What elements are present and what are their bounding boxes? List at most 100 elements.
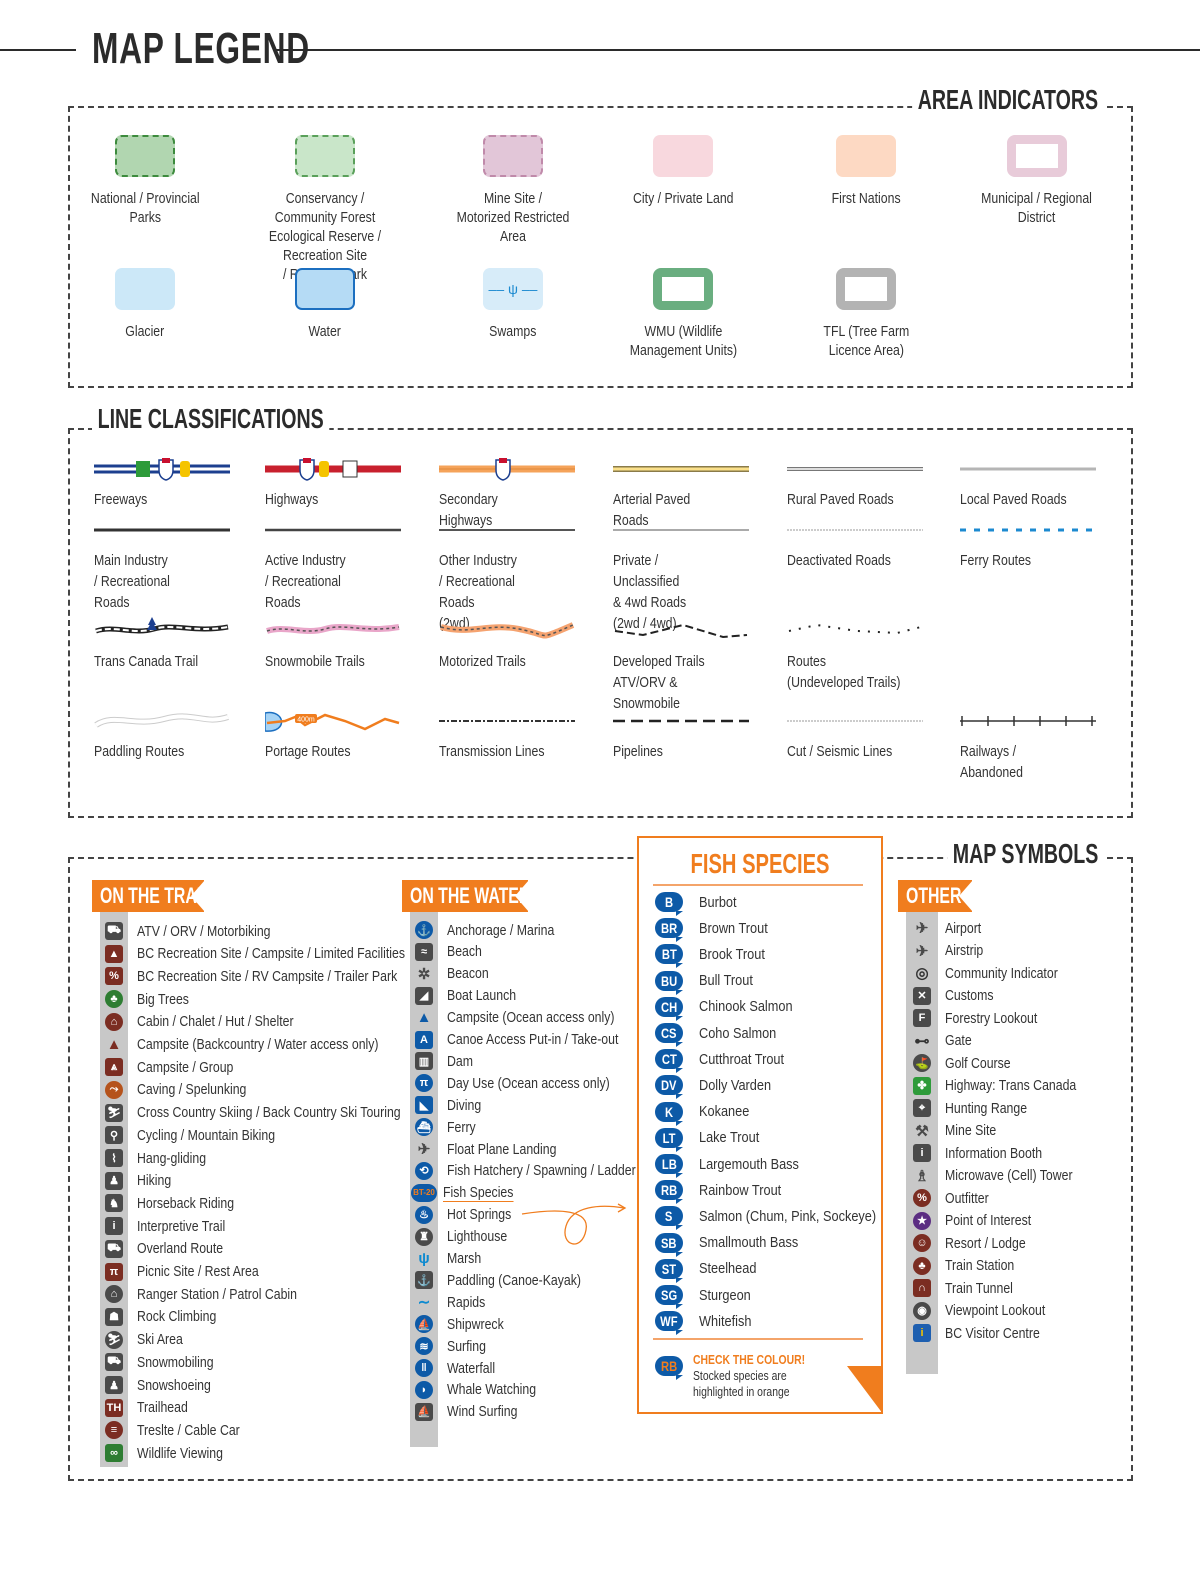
symbol-row: ⛷ Cross Country Skiing / Back Country Ski…	[105, 1102, 459, 1124]
area-swatch	[295, 135, 355, 177]
symbol-row: i BC Visitor Centre	[913, 1322, 1061, 1344]
symbol-row: ♟ Snowshoeing	[105, 1374, 227, 1396]
line-item: Rural Paved Roads	[787, 455, 927, 510]
area-indicators-box	[68, 106, 1133, 388]
symbol-label: Caving / Spelunking	[137, 1081, 247, 1099]
tower-icon: ♗	[915, 1167, 929, 1185]
symbol-row: ☺ Resort / Lodge	[913, 1232, 1043, 1254]
rapids-icon: ∼	[417, 1294, 431, 1312]
dam-icon: ▥	[415, 1052, 433, 1071]
fish-name: Rainbow Trout	[699, 1181, 782, 1199]
symbol-row: ≋ Surfing	[415, 1335, 495, 1357]
mine-icon: ⚒	[915, 1122, 929, 1140]
symbol-row: % Outfitter	[913, 1187, 998, 1209]
line-sample-other	[439, 529, 575, 531]
symbol-label: Viewpoint Lookout	[945, 1302, 1046, 1319]
line-sample-local	[960, 467, 1096, 471]
symbol-label: Picnic Site / Rest Area	[137, 1263, 259, 1280]
area-swatch	[483, 135, 543, 177]
area-label: WMU (Wildlife Management Units)	[629, 323, 737, 359]
symbol-row: ∼ Rapids	[415, 1291, 494, 1313]
fish-row: CS Coho Salmon	[655, 1021, 790, 1047]
line-item: Developed Trails ATV/ORV & Snowmobile	[613, 617, 753, 714]
symbol-label: Cycling / Mountain Biking	[137, 1126, 276, 1144]
community-icon: ◎	[915, 965, 929, 982]
snowshoe-icon: ♟	[105, 1376, 123, 1394]
fish-row: K Kokanee	[655, 1100, 758, 1126]
group-campsite-icon: ⩓	[105, 1058, 123, 1077]
symbol-label: Marsh	[447, 1250, 482, 1267]
area-item: ‒‒ ψ ‒‒ Swamps	[428, 268, 598, 341]
lighthouse-icon: ♜	[415, 1227, 433, 1246]
symbol-row: ▲ BC Recreation Site / Campsite / Limited…	[105, 943, 464, 965]
map-symbols-heading: MAP SYMBOLS	[947, 838, 1104, 870]
symbol-row: ☗ Rock Climbing	[105, 1306, 234, 1328]
symbol-label: ATV / ORV / Motorbiking	[137, 922, 271, 940]
tunnel-icon: ∩	[913, 1279, 931, 1297]
area-item: Conservancy / Community Forest Ecologica…	[240, 135, 410, 284]
fish-name: Bull Trout	[699, 972, 753, 990]
symbol-label: Train Tunnel	[945, 1279, 1013, 1297]
line-item: Motorized Trails	[439, 617, 579, 672]
fish-row: S Salmon (Chum, Pink, Sockeye)	[655, 1204, 907, 1231]
symbol-label: Whale Watching	[447, 1381, 537, 1399]
train-station-icon: ♣	[913, 1256, 931, 1275]
line-item: Deactivated Roads	[787, 516, 927, 571]
fish-row: SG Sturgeon	[655, 1283, 760, 1309]
symbol-row: F Forestry Lookout	[913, 1007, 1058, 1029]
divider	[653, 1338, 863, 1340]
fish-code-bubble-icon: WF	[655, 1311, 683, 1336]
line-sample-rural	[787, 467, 923, 471]
symbol-row: ♣ Train Station	[913, 1255, 1030, 1277]
line-item: Trans Canada Trail	[94, 617, 234, 672]
line-item: Cut / Seismic Lines	[787, 707, 927, 762]
symbol-label: Dam	[447, 1052, 473, 1070]
fish-species-icon: BT-20	[411, 1183, 437, 1202]
line-sample-main	[94, 528, 230, 532]
symbol-row: ≡ Treslte / Cable Car	[105, 1419, 262, 1441]
fish-code: BR	[660, 920, 678, 937]
hot-springs-icon: ♨	[415, 1205, 433, 1224]
hiking-icon: ♟	[105, 1171, 123, 1190]
symbol-label: Fish Hatchery / Spawning / Ladder	[447, 1162, 636, 1180]
fish-code-bubble-icon: SG	[655, 1285, 683, 1309]
symbol-label: Airstrip	[945, 942, 984, 959]
rv-icon: %	[105, 967, 123, 986]
symbol-row: ⤳ Caving / Spelunking	[105, 1079, 270, 1101]
fish-code-bubble-icon: CS	[655, 1023, 683, 1047]
hang-gliding-icon: ⌇	[105, 1149, 123, 1167]
fish-code: BU	[660, 972, 678, 989]
on-the-water-banner: ON THE WATER	[402, 880, 530, 912]
line-label: Deactivated Roads	[787, 552, 891, 569]
area-swatch	[653, 268, 713, 310]
waterfall-icon: ‖	[415, 1359, 433, 1377]
area-label: TFL (Tree Farm Licence Area)	[823, 323, 909, 359]
symbol-label: Interpretive Trail	[137, 1217, 226, 1235]
fish-code-bubble-icon: RB	[655, 1180, 683, 1205]
title-rule-right	[274, 49, 1200, 51]
symbol-label: Ski Area	[137, 1331, 183, 1349]
fish-code: SG	[660, 1287, 678, 1303]
symbol-row: % BC Recreation Site / RV Campsite / Trai…	[105, 965, 454, 987]
fish-code-bubble-icon: CT	[655, 1049, 683, 1074]
symbol-label: Big Trees	[137, 990, 189, 1008]
line-label: Motorized Trails	[439, 653, 526, 670]
symbol-label: Cabin / Chalet / Hut / Shelter	[137, 1013, 294, 1031]
fish-code-bubble-icon: DV	[655, 1075, 683, 1100]
symbol-label: Snowshoeing	[137, 1376, 211, 1394]
symbol-row: ⌇ Hang-gliding	[105, 1147, 221, 1169]
line-item: Active Industry / Recreational Roads	[265, 516, 405, 613]
symbol-row: ◢ Boat Launch	[415, 985, 531, 1007]
symbol-row: ✈ Airport	[913, 917, 989, 939]
line-item: Routes (Undeveloped Trails)	[787, 617, 927, 693]
area-label: Conservancy / Community Forest Ecologica…	[268, 190, 382, 283]
caving-icon: ⤳	[105, 1080, 123, 1099]
line-sample-snowmobile	[266, 624, 400, 634]
symbol-row: ⛵ Shipwreck	[415, 1313, 516, 1335]
symbol-row: ⚒ Mine Site	[913, 1120, 1008, 1142]
symbol-row: ⌖ Hunting Range	[913, 1097, 1045, 1119]
symbol-row: π Day Use (Ocean access only)	[415, 1072, 645, 1094]
day-use-icon: π	[415, 1074, 433, 1093]
fish-name: Coho Salmon	[699, 1024, 777, 1042]
line-label: Ferry Routes	[960, 552, 1032, 569]
